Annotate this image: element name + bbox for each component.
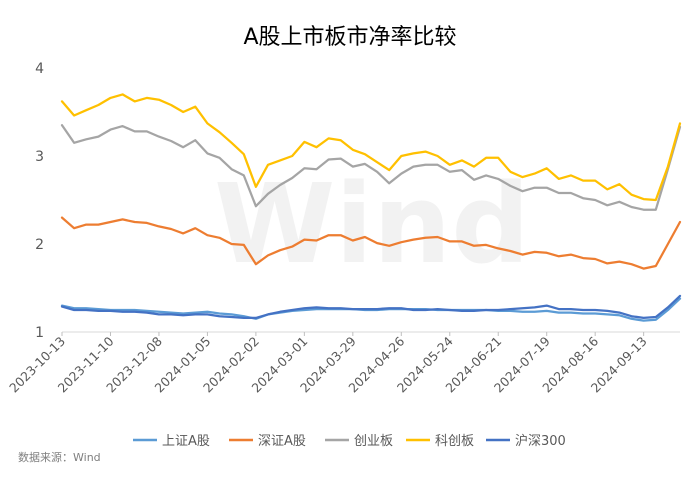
series-line <box>60 216 682 270</box>
legend-label: 创业板 <box>354 434 393 449</box>
series-line <box>60 93 682 202</box>
y-tick-label: 3 <box>35 149 44 165</box>
y-tick-label: 1 <box>35 325 44 341</box>
legend-label: 深证A股 <box>258 434 306 449</box>
legend-label: 沪深300 <box>515 433 566 449</box>
y-tick-label: 4 <box>35 61 44 77</box>
chart-title: A股上市板市净率比较 <box>243 25 456 50</box>
legend: 上证A股 深证A股 创业板 科创板 沪深300 <box>133 433 566 449</box>
legend-label: 科创板 <box>435 434 474 449</box>
series-layer <box>60 93 682 322</box>
source-note: 数据来源：Wind <box>18 450 101 464</box>
watermark-text: Wind <box>214 160 530 288</box>
watermark-layer: Wind <box>214 160 530 288</box>
series-line <box>60 124 682 211</box>
series-line <box>60 294 682 320</box>
y-tick-label: 2 <box>35 237 44 253</box>
legend-label: 上证A股 <box>162 434 210 449</box>
